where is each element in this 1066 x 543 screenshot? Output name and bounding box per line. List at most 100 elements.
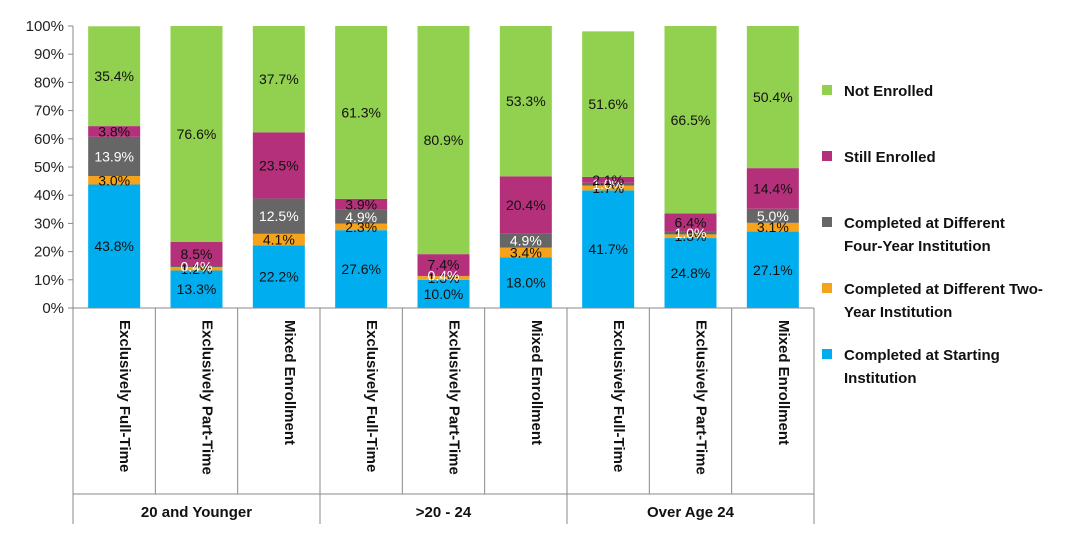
data-label: 35.4% — [94, 68, 134, 84]
legend-item-starting-institution: Completed at Starting Institution — [822, 344, 1044, 390]
data-label: 6.4% — [675, 215, 707, 231]
data-label: 27.6% — [341, 261, 381, 277]
data-label: 2.1% — [592, 172, 624, 188]
y-tick-label: 30% — [34, 215, 64, 232]
bar-segment — [417, 276, 470, 280]
data-label: 37.7% — [259, 71, 299, 87]
data-label: 43.8% — [94, 238, 134, 254]
x-category-label: Exclusively Part-Time — [199, 320, 216, 475]
data-label: 7.4% — [428, 257, 460, 273]
bar-segment — [170, 26, 223, 243]
data-label: 8.5% — [181, 246, 213, 262]
bar-segment — [417, 279, 470, 308]
x-group-label: >20 - 24 — [416, 504, 472, 521]
data-label: 3.0% — [98, 172, 130, 188]
bar-segment — [417, 26, 470, 255]
bar-segment — [252, 198, 305, 234]
data-label: 12.5% — [259, 208, 299, 224]
legend-item-different-two-year: Completed at Different Two-Year Institut… — [822, 278, 1044, 324]
y-tick-label: 50% — [34, 159, 64, 176]
bar-segment — [746, 231, 799, 308]
bar-segment — [499, 26, 552, 177]
bar-segment — [335, 230, 388, 308]
legend-item-not-enrolled: Not Enrolled — [822, 80, 1044, 103]
bar-segment — [88, 126, 141, 137]
data-label: 3.4% — [510, 244, 542, 260]
y-tick-label: 80% — [34, 74, 64, 91]
bar-segment — [88, 136, 141, 177]
x-category-label: Exclusively Full-Time — [116, 320, 133, 472]
legend-swatch — [822, 85, 832, 95]
data-label: 61.3% — [341, 104, 381, 120]
bar-segment — [664, 234, 717, 239]
x-category-label: Mixed Enrollment — [528, 320, 545, 445]
legend-label: Completed at Different Four-Year Institu… — [844, 215, 1005, 255]
data-label: 4.9% — [345, 209, 377, 225]
data-label: 41.7% — [588, 241, 628, 257]
bar-segment — [499, 176, 552, 234]
data-label: 0.4% — [181, 259, 213, 275]
bar-segment — [582, 31, 635, 177]
data-label: 2.3% — [345, 219, 377, 235]
data-label: 10.0% — [424, 286, 464, 302]
data-label: 1.3% — [428, 270, 460, 286]
bar-segment — [170, 267, 223, 271]
y-tick-label: 0% — [42, 300, 64, 317]
data-label: 14.4% — [753, 180, 793, 196]
bar-segment — [88, 26, 141, 127]
data-label: 66.5% — [671, 112, 711, 128]
bar-segment — [582, 182, 635, 186]
data-label: 5.0% — [757, 208, 789, 224]
bar-segment — [582, 185, 635, 191]
y-tick-label: 40% — [34, 187, 64, 204]
x-group-label: Over Age 24 — [647, 504, 735, 521]
x-category-label: Mixed Enrollment — [775, 320, 792, 445]
bar-segment — [499, 233, 552, 248]
bar-segment — [170, 270, 223, 308]
data-label: 3.8% — [98, 123, 130, 139]
y-tick-label: 100% — [26, 18, 64, 35]
data-label: 20.4% — [506, 197, 546, 213]
legend-swatch — [822, 151, 832, 161]
x-category-label: Exclusively Part-Time — [446, 320, 463, 475]
legend-label: Not Enrolled — [844, 83, 934, 100]
data-label: 1.0% — [675, 225, 707, 241]
bar-segment — [252, 245, 305, 308]
legend-label: Completed at Starting Institution — [844, 347, 1000, 387]
bar-segment — [335, 223, 388, 231]
data-label: 22.2% — [259, 269, 299, 285]
data-label: 3.1% — [757, 219, 789, 235]
bar-segment — [335, 209, 388, 224]
bar-segment — [746, 222, 799, 232]
legend-label: Still Enrolled — [844, 149, 936, 166]
y-tick-label: 60% — [34, 131, 64, 148]
data-label: 23.5% — [259, 157, 299, 173]
bar-segment — [170, 242, 223, 266]
data-label: 53.3% — [506, 93, 546, 109]
data-label: 1.2% — [181, 261, 213, 277]
bar-segment — [746, 168, 799, 209]
data-label: 1.7% — [592, 180, 624, 196]
data-label: 80.9% — [424, 132, 464, 148]
bar-segment — [664, 213, 717, 232]
data-label: 0.4% — [428, 268, 460, 284]
bar-segment — [664, 238, 717, 308]
data-label: 13.9% — [94, 148, 134, 164]
bar-segment — [252, 233, 305, 246]
data-label: 27.1% — [753, 262, 793, 278]
data-label: 3.9% — [345, 196, 377, 212]
data-label: 13.3% — [177, 281, 217, 297]
bar-segment — [252, 26, 305, 133]
bar-segment — [664, 26, 717, 214]
bar-segment — [499, 257, 552, 308]
legend-swatch — [822, 349, 832, 359]
bar-segment — [252, 132, 305, 199]
bar-segment — [582, 176, 635, 183]
data-label: 1.0% — [592, 176, 624, 192]
x-category-label: Exclusively Part-Time — [693, 320, 710, 475]
legend-swatch — [822, 283, 832, 293]
bar-segment — [664, 231, 717, 235]
legend-swatch — [822, 217, 832, 227]
data-label: 50.4% — [753, 89, 793, 105]
